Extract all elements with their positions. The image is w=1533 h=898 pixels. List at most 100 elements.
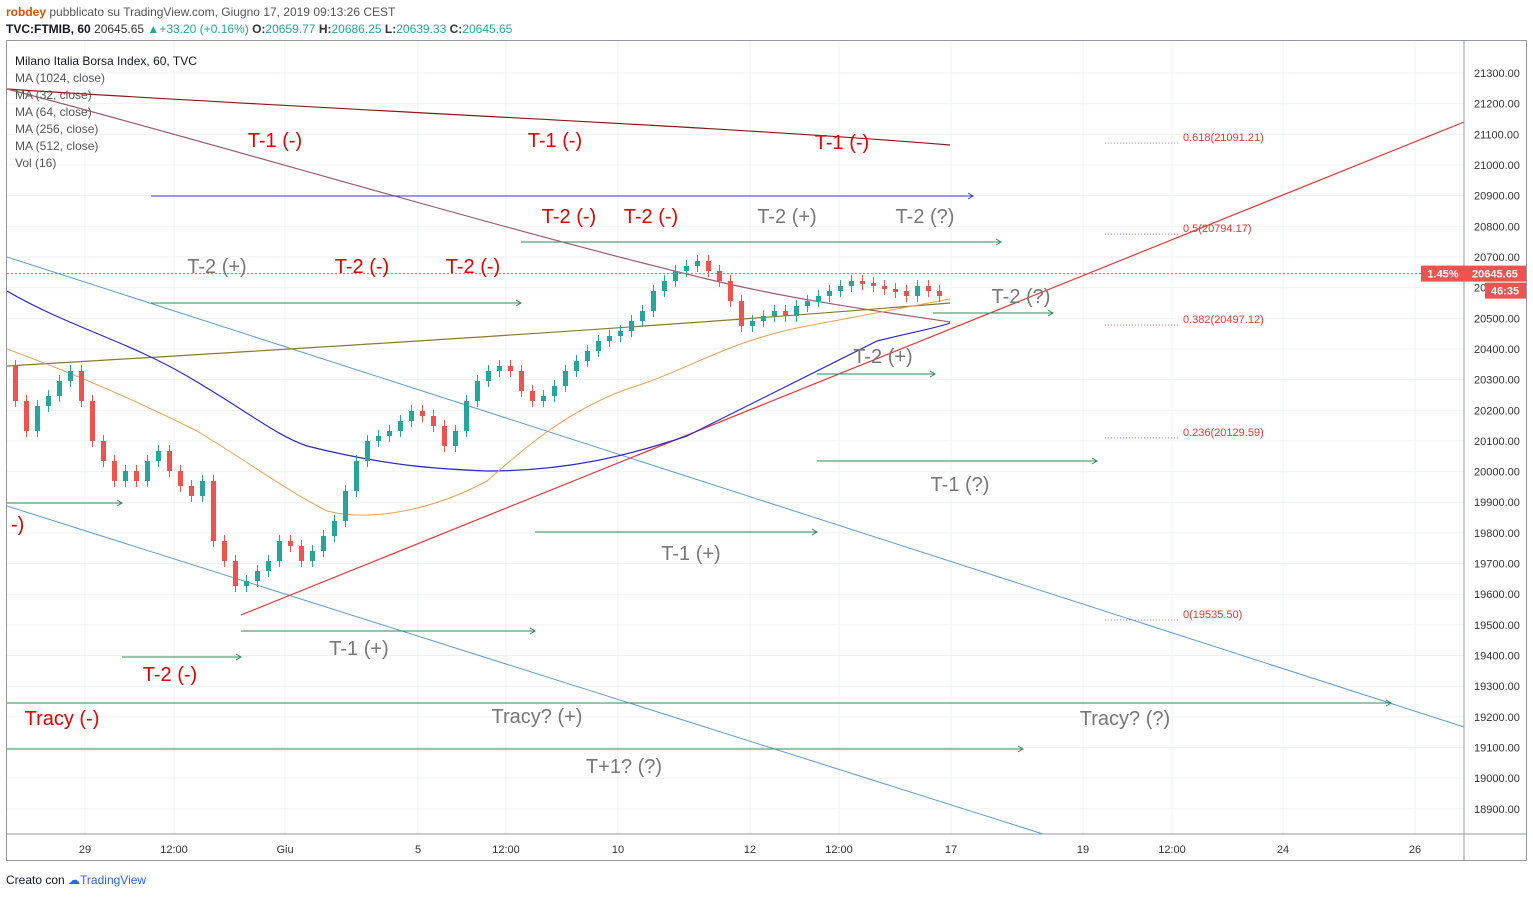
- x-tick-label: 17: [945, 844, 957, 856]
- annotation-label: T-1 (-): [815, 132, 869, 154]
- candle-body: [101, 441, 106, 461]
- candle-body: [486, 371, 491, 381]
- x-tick-label: 24: [1277, 844, 1289, 856]
- annotation-label: T-1 (-): [528, 130, 582, 152]
- candle-body: [321, 536, 326, 551]
- fib-level-label: 0.382(20497.12): [1183, 314, 1264, 326]
- candle-body: [915, 286, 920, 296]
- candle-body: [222, 541, 227, 561]
- candle-body: [255, 571, 260, 581]
- chart-header: robdey pubblicato su TradingView.com, Gi…: [6, 4, 512, 38]
- y-tick-label: 19400.00: [1474, 651, 1520, 663]
- tradingview-brand[interactable]: TradingView: [80, 873, 147, 887]
- y-tick-label: 20300.00: [1474, 375, 1520, 387]
- legend-item: MA (256, close): [15, 122, 98, 136]
- x-tick-label: Giu: [276, 844, 293, 856]
- candle-body: [431, 416, 436, 426]
- high-label: H:: [318, 22, 332, 36]
- y-tick-label: 20500.00: [1474, 313, 1520, 325]
- legend-item: MA (64, close): [15, 105, 92, 119]
- range-arrowhead: [529, 627, 536, 635]
- candle-body: [156, 451, 161, 461]
- candle-body: [739, 301, 744, 326]
- annotation-label: T-1 (?): [931, 474, 990, 496]
- y-tick-label: 20800.00: [1474, 221, 1520, 233]
- annotation-label: T-2 (-): [335, 256, 389, 278]
- x-tick-label: 26: [1409, 844, 1421, 856]
- price-change-badge: [1421, 265, 1465, 282]
- legend-item: MA (1024, close): [15, 71, 105, 85]
- legend-item: Vol (16): [15, 156, 56, 170]
- annotation-label: T-2 (-): [624, 206, 678, 228]
- candle-body: [607, 336, 612, 341]
- up-triangle-icon: ▲: [147, 22, 160, 36]
- fib-level-label: 0.5(20794.17): [1183, 223, 1252, 235]
- publish-info: pubblicato su TradingView.com, Giugno 17…: [49, 5, 396, 19]
- x-tick-label: 12:00: [492, 844, 520, 856]
- range-arrowhead: [995, 238, 1002, 246]
- candle-body: [541, 396, 546, 401]
- y-tick-label: 19000.00: [1474, 773, 1520, 785]
- candle-body: [706, 261, 711, 271]
- range-arrowhead: [1047, 309, 1054, 317]
- y-tick-label: 20000.00: [1474, 467, 1520, 479]
- author-name[interactable]: robdey: [6, 5, 47, 19]
- low-label: L:: [384, 22, 397, 36]
- y-tick-label: 19500.00: [1474, 620, 1520, 632]
- candle-body: [937, 291, 942, 296]
- annotation-label: T-2 (-): [446, 256, 500, 278]
- candle-body: [673, 271, 678, 281]
- price-chart[interactable]: 0.618(21091.21) 0.5(20794.17) 0.382(20497.…: [6, 41, 1526, 860]
- candle-body: [145, 461, 150, 481]
- trendline-red: [240, 121, 1465, 616]
- price-change-pct: 1.45%: [1427, 269, 1458, 281]
- candle-body: [464, 401, 469, 431]
- candle-body: [134, 471, 139, 481]
- candle-body: [497, 366, 502, 371]
- x-tick-label: 10: [612, 844, 624, 856]
- candle-body: [805, 301, 810, 306]
- annotation-label: T-2 (-): [542, 206, 596, 228]
- candle-body: [695, 261, 700, 266]
- candle-body: [563, 371, 568, 386]
- candle-body: [266, 561, 271, 571]
- candle-body: [475, 381, 480, 401]
- candle-body: [343, 491, 348, 521]
- legend-item: MA (32, close): [15, 88, 92, 102]
- chart-frame[interactable]: 0.618(21091.21) 0.5(20794.17) 0.382(20497.…: [6, 40, 1527, 861]
- y-tick-label: 20100.00: [1474, 436, 1520, 448]
- y-tick-label: 20900.00: [1474, 191, 1520, 203]
- annotation-label: T-2 (?): [896, 206, 955, 228]
- candle-body: [816, 296, 821, 301]
- range-arrowhead: [1017, 745, 1024, 753]
- tradingview-logo-icon[interactable]: ☁: [68, 873, 81, 887]
- candle-body: [662, 281, 667, 291]
- candle-body: [772, 311, 777, 316]
- ma-1024-line: [6, 88, 951, 146]
- x-tick-label: 12:00: [1158, 844, 1186, 856]
- candle-body: [46, 396, 51, 406]
- candle-body: [838, 286, 843, 291]
- y-tick-label: 18900.00: [1474, 804, 1520, 816]
- candle-body: [299, 546, 304, 561]
- y-tick-label: 20400.00: [1474, 344, 1520, 356]
- candle-body: [926, 286, 931, 291]
- y-tick-label: 21000.00: [1474, 160, 1520, 172]
- candle-body: [860, 281, 865, 284]
- y-tick-label: 21100.00: [1474, 129, 1519, 141]
- candle-body: [310, 551, 315, 561]
- candle-body: [409, 411, 414, 421]
- close-value: 20645.65: [462, 22, 513, 36]
- x-tick-label: 29: [79, 844, 91, 856]
- candle-body: [453, 431, 458, 446]
- fib-level-label: 0(19535.50): [1183, 609, 1242, 621]
- candle-body: [376, 436, 381, 441]
- candle-body: [794, 306, 799, 316]
- candle-body: [68, 371, 73, 381]
- candle-body: [827, 291, 832, 296]
- high-value: 20686.25: [331, 22, 382, 36]
- y-tick-label: 19100.00: [1474, 743, 1520, 755]
- low-value: 20639.33: [396, 22, 447, 36]
- last-price-badge: [1465, 265, 1526, 282]
- symbol-label: TVC:FTMIB, 60: [6, 22, 91, 36]
